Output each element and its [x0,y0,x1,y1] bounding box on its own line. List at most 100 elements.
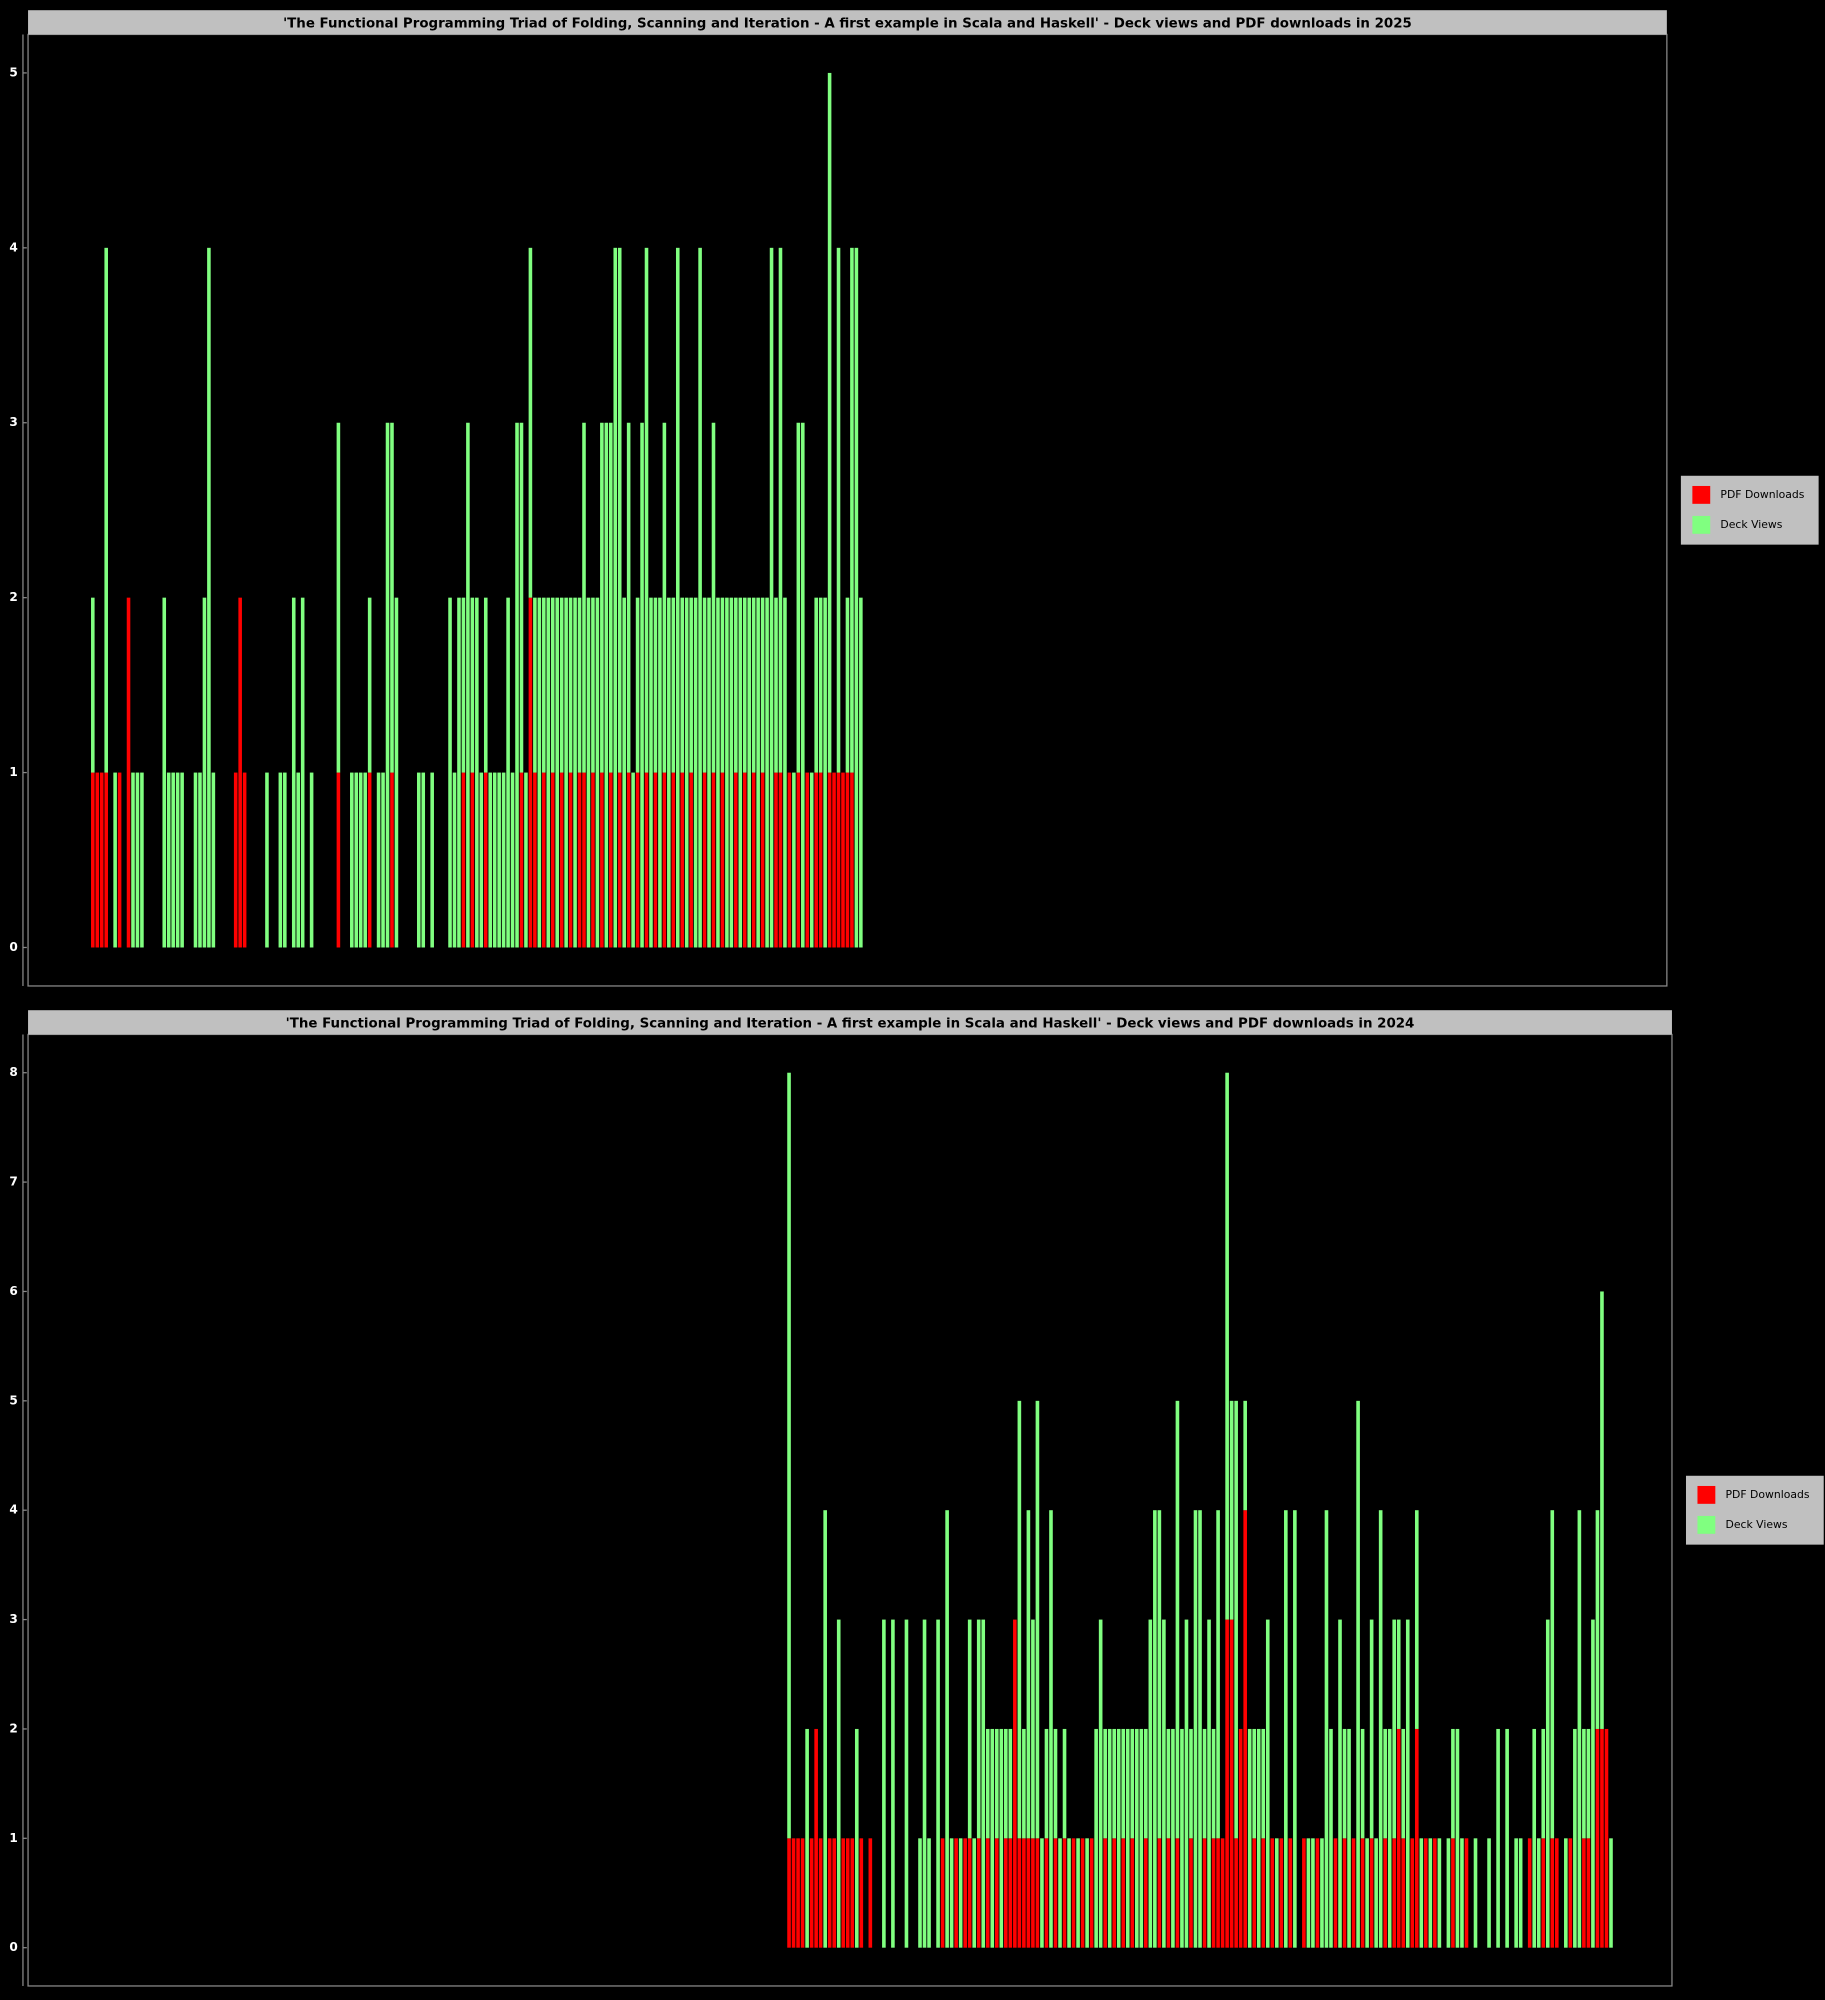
bar-segment [609,772,613,948]
bar-segment [1604,1728,1609,1948]
bar-segment [542,597,546,773]
bar-segment [1324,1510,1329,1948]
bar-segment [1595,1728,1600,1948]
bar-segment [1076,1838,1080,1948]
bar-segment [653,772,658,948]
bar-segment [617,247,622,773]
bar-segment [963,1838,967,1948]
bar-segment [800,1838,805,1948]
bar-segment [1383,1728,1387,1839]
bar-segment [390,772,394,948]
bar-segment [533,597,537,773]
bar-segment [1103,1838,1107,1948]
bar-segment [1550,1510,1555,1839]
bar-segment [999,1728,1004,1948]
bar-segment [841,1838,846,1948]
bar-segment [1180,1728,1184,1948]
bar-segment [845,772,850,948]
bar-segment [787,1072,791,1839]
bar-segment [836,1619,841,1948]
bar-segment [542,772,546,948]
title-bar [28,10,1667,35]
bar-segment [859,597,863,948]
bar-segment [778,772,783,948]
bar-segment [1446,1838,1451,1948]
bar-segment [1216,1510,1220,1839]
bar-segment [466,422,470,948]
legend-swatch [1697,1515,1716,1534]
bar-segment [1464,1838,1469,1948]
bar-segment [1049,1510,1053,1948]
bar-segment [550,597,555,773]
bar-segment [742,597,747,773]
bar-segment [791,1838,796,1948]
bar-segment [818,597,823,773]
bar-segment [868,1838,873,1948]
bar-segment [1112,1838,1117,1948]
bar-segment [1094,1728,1098,1948]
bar-segment [958,1838,963,1948]
bar-segment [1175,1400,1180,1839]
bar-segment [796,1838,800,1948]
bar-segment [827,772,832,948]
bar-segment [582,772,586,948]
bar-segment [1342,1728,1347,1839]
bar-segment [506,597,510,948]
bar-segment [202,597,207,948]
bar-segment [568,772,573,948]
bar-segment [845,1838,850,1948]
bar-segment [631,772,635,948]
bar-segment [805,1728,809,1948]
bar-segment [483,772,488,948]
bar-segment [452,772,457,948]
bar-segment [792,772,796,948]
bar-segment [140,772,144,948]
y-tick-label: 5 [9,1393,17,1407]
bar-segment [1125,1728,1130,1948]
bar-segment [126,597,131,948]
bar-segment [470,597,475,773]
bar-segment [1207,1619,1211,1948]
bar-segment [1198,1510,1202,1948]
legend-swatch [1692,515,1711,534]
y-tick-label: 7 [9,1175,17,1189]
bar-segment [644,772,649,948]
bar-segment [1053,1728,1058,1839]
bar-segment [1035,1838,1040,1948]
bar-segment [689,597,693,773]
bar-segment [751,597,756,773]
bar-segment [671,772,676,948]
bar-segment [684,597,689,948]
bar-segment [1378,1510,1383,1948]
bar-segment [774,597,778,773]
bar-segment [1089,1838,1094,1948]
bar-segment [519,772,524,948]
bar-segment [296,772,301,948]
bar-segment [845,597,850,773]
bar-segment [1451,1728,1455,1839]
bar-segment [162,597,167,948]
bar-segment [1392,1838,1397,1948]
bar-segment [171,772,175,948]
bar-segment [1369,1838,1374,1948]
bar-segment [850,1838,855,1948]
bar-segment [1256,1728,1261,1948]
bar-segment [1134,1728,1139,1948]
bar-segment [475,597,479,948]
legend-label: PDF Downloads [1726,1488,1810,1501]
bar-segment [390,422,394,773]
bar-segment [1274,1838,1279,1948]
bar-segment [1130,1728,1135,1839]
bar-segment [1365,1838,1369,1948]
bar-segment [367,597,372,773]
bar-segment [985,1838,990,1948]
bar-segment [827,1838,832,1948]
bar-segment [95,772,100,948]
bar-segment [796,422,801,773]
bar-segment [760,772,765,948]
bar-segment [940,1838,945,1948]
bar-segment [1401,1838,1406,1948]
bar-segment [1396,1728,1401,1948]
bar-segment [689,772,693,948]
